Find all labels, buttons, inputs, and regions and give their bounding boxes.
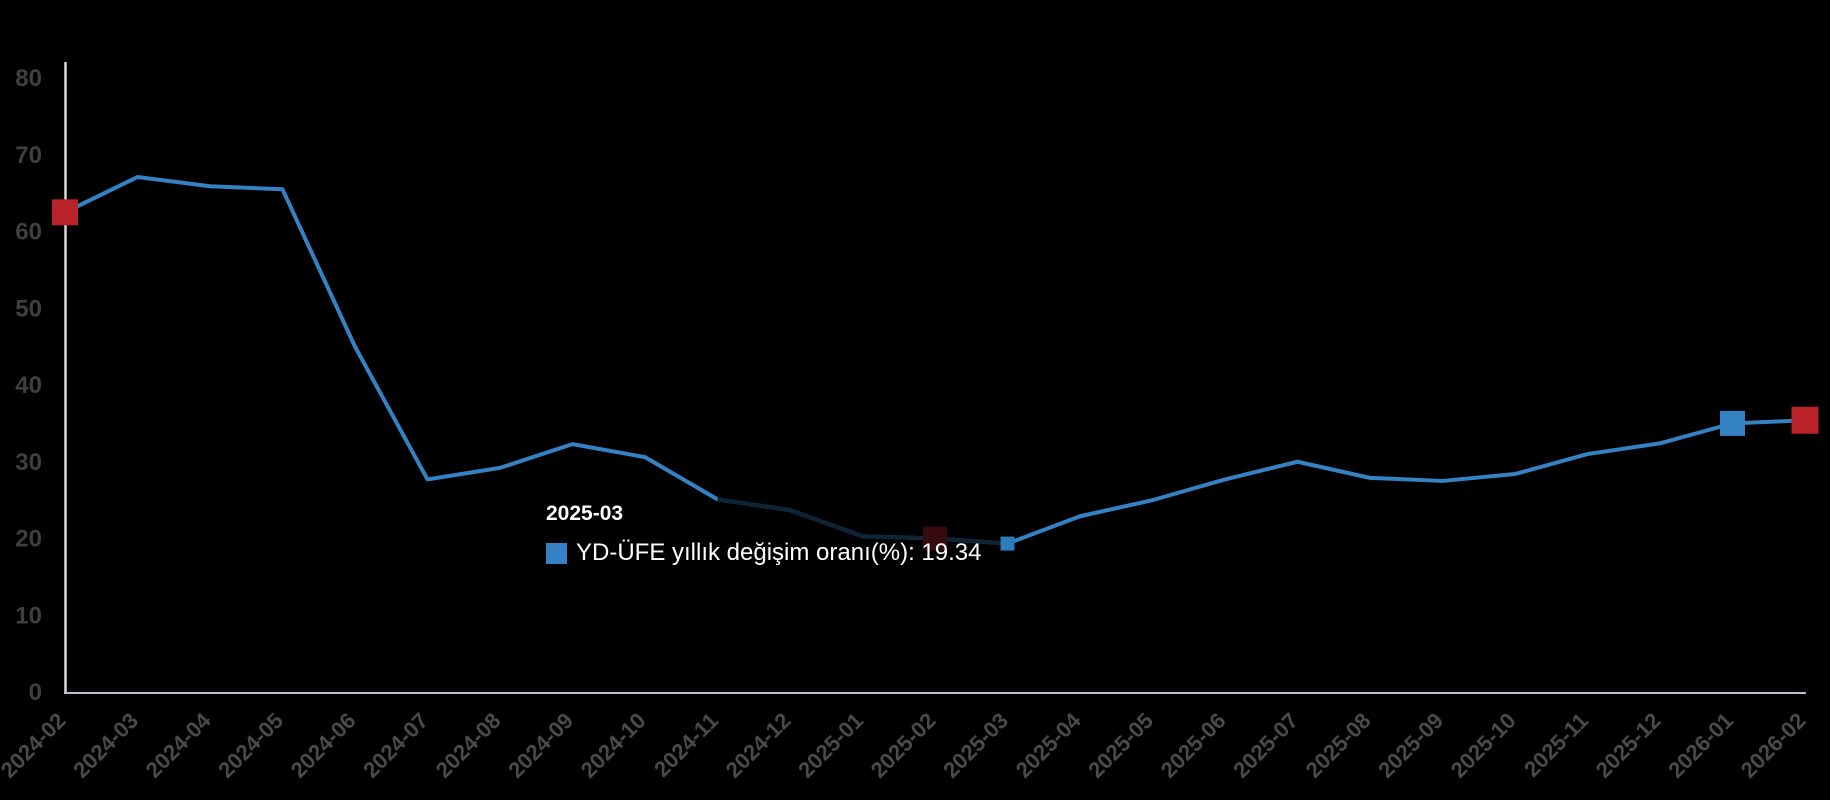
y-tick-label: 80 <box>15 65 42 92</box>
series-line-dimmed-segment <box>717 497 1008 546</box>
y-tick-label: 50 <box>15 295 42 322</box>
series-line[interactable] <box>63 175 1807 546</box>
y-tick-label: 60 <box>15 219 42 246</box>
x-tick-label: 2026-02 <box>1736 708 1811 783</box>
y-tick-label: 70 <box>15 142 42 169</box>
x-tick-label: 2024-07 <box>358 708 433 783</box>
y-tick-label: 10 <box>15 602 42 629</box>
x-tick-label: 2024-05 <box>213 708 288 783</box>
x-tick-label: 2024-10 <box>576 708 651 783</box>
x-tick-label: 2024-02 <box>0 708 71 783</box>
x-tick-label: 2024-11 <box>649 708 723 782</box>
marker-hovered-point[interactable] <box>1000 536 1015 551</box>
marker-previous-month[interactable] <box>1720 410 1745 436</box>
x-tick-label: 2025-10 <box>1446 708 1521 783</box>
marker-prev-year-month-dimmed[interactable] <box>923 526 947 551</box>
x-tick-label: 2024-06 <box>286 708 361 783</box>
x-tick-label: 2025-07 <box>1228 708 1303 783</box>
x-tick-label: 2025-01 <box>793 708 868 783</box>
x-tick-label: 2025-12 <box>1591 708 1666 783</box>
y-tick-label: 40 <box>15 372 42 399</box>
x-tick-label: 2024-12 <box>721 708 796 783</box>
x-tick-label: 2025-08 <box>1301 708 1376 783</box>
x-tick-label: 2025-06 <box>1156 708 1231 783</box>
x-tick-label: 2025-02 <box>866 708 941 783</box>
x-tick-label: 2025-05 <box>1083 708 1158 783</box>
y-tick-label: 0 <box>29 679 42 706</box>
x-tick-label: 2025-03 <box>938 708 1013 783</box>
x-tick-label: 2024-08 <box>431 708 506 783</box>
y-tick-label: 30 <box>15 449 42 476</box>
marker-first-point[interactable] <box>52 199 78 226</box>
x-tick-label: 2024-09 <box>503 708 578 783</box>
marker-last-point[interactable] <box>1791 406 1819 434</box>
x-tick-label: 2024-03 <box>68 708 143 783</box>
y-tick-label: 20 <box>15 526 42 553</box>
x-tick-label: 2025-04 <box>1011 707 1086 782</box>
x-tick-label: 2024-04 <box>141 707 216 782</box>
x-tick-label: 2026-01 <box>1663 708 1738 783</box>
x-tick-label: 2025-11 <box>1519 708 1593 782</box>
x-tick-label: 2025-09 <box>1373 708 1448 783</box>
